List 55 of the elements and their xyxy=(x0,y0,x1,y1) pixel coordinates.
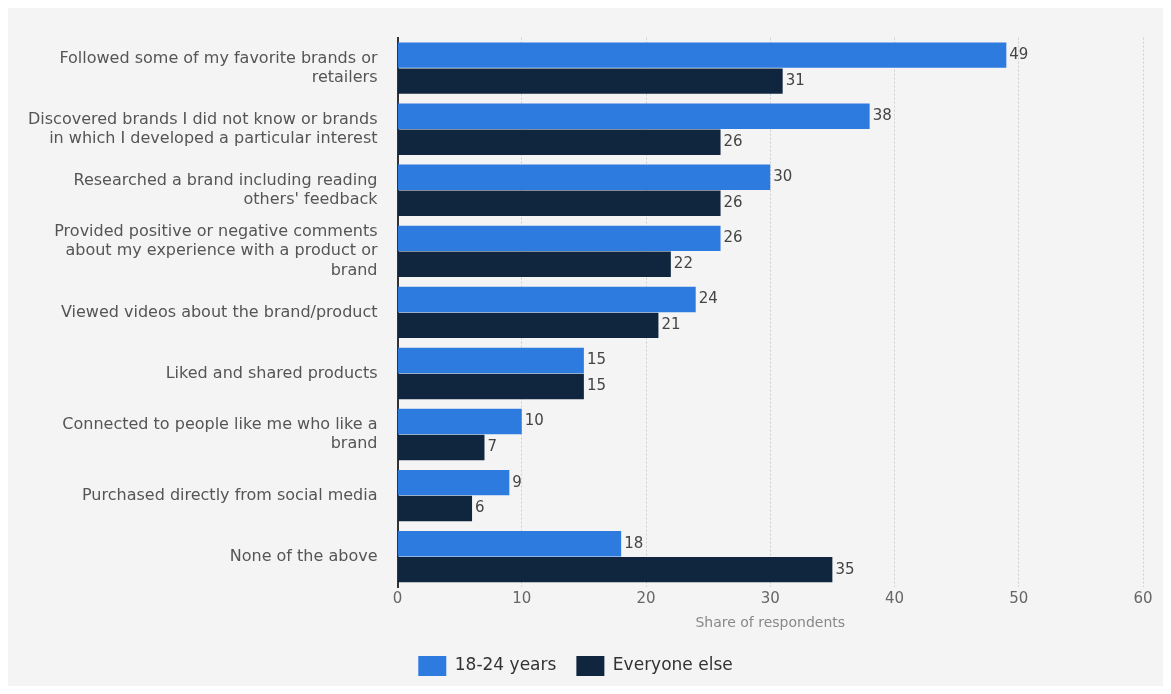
data-label: 49 xyxy=(1009,45,1029,64)
y-tick-label: Liked and shared products xyxy=(165,362,378,382)
bar xyxy=(398,312,659,339)
bar xyxy=(398,129,721,155)
bar xyxy=(398,347,584,374)
x-tick-label: 50 xyxy=(1009,589,1029,608)
bar xyxy=(398,373,584,400)
data-label: 9 xyxy=(512,472,522,491)
data-label: 21 xyxy=(661,315,681,334)
data-label: 7 xyxy=(487,437,498,456)
data-label: 22 xyxy=(673,254,693,273)
data-label: 26 xyxy=(723,132,743,151)
data-label: 35 xyxy=(835,559,855,578)
legend-label: Everyone else xyxy=(612,654,733,675)
x-tick-label: 0 xyxy=(392,589,403,608)
y-tick-label: Viewed videos about the brand/product xyxy=(60,301,378,321)
data-label: 15 xyxy=(586,376,606,395)
legend-label: 18-24 years xyxy=(454,654,557,675)
y-tick-label: Connected to people like me who like a brand xyxy=(62,414,378,453)
bar xyxy=(398,408,522,435)
x-tick-label: 20 xyxy=(636,589,656,608)
bar xyxy=(398,495,473,522)
data-label: 31 xyxy=(785,71,805,89)
bar xyxy=(398,286,696,313)
bar xyxy=(398,530,622,557)
data-label: 26 xyxy=(723,193,743,212)
y-tick-label: Researched a brand including reading others' feedback xyxy=(73,169,379,209)
bar xyxy=(398,42,1007,68)
y-tick-label: Purchased directly from social media xyxy=(82,484,378,504)
x-tick-label: 40 xyxy=(884,589,905,608)
bar xyxy=(398,225,721,252)
y-tick-label: Followed some of my favorite brands or retailers xyxy=(59,47,378,86)
bar xyxy=(398,164,771,191)
data-label: 38 xyxy=(872,106,892,125)
y-tick-label: Provided positive or negative comments about my experience with a product or brand xyxy=(54,221,378,279)
x-axis-title: Share of respondents xyxy=(695,614,846,631)
x-tick-label: 10 xyxy=(512,589,532,608)
bar xyxy=(398,434,485,461)
data-label: 26 xyxy=(723,228,743,247)
bar xyxy=(398,103,870,129)
y-tick-label: None of the above xyxy=(229,545,378,565)
bar xyxy=(398,469,510,496)
data-label: 15 xyxy=(586,350,606,369)
x-tick-label: 60 xyxy=(1133,589,1153,608)
data-label: 6 xyxy=(475,498,485,517)
data-label: 24 xyxy=(698,289,718,308)
x-tick-label: 30 xyxy=(760,589,780,608)
bar xyxy=(398,190,721,216)
y-tick-label: Discovered brands I did not know or brands in which I developed a particular interest xyxy=(28,108,378,147)
data-label: 10 xyxy=(524,411,544,430)
data-label: 18 xyxy=(624,533,644,552)
bar xyxy=(398,68,783,94)
data-label: 30 xyxy=(773,167,793,186)
bar xyxy=(398,251,671,278)
bar xyxy=(398,556,833,583)
